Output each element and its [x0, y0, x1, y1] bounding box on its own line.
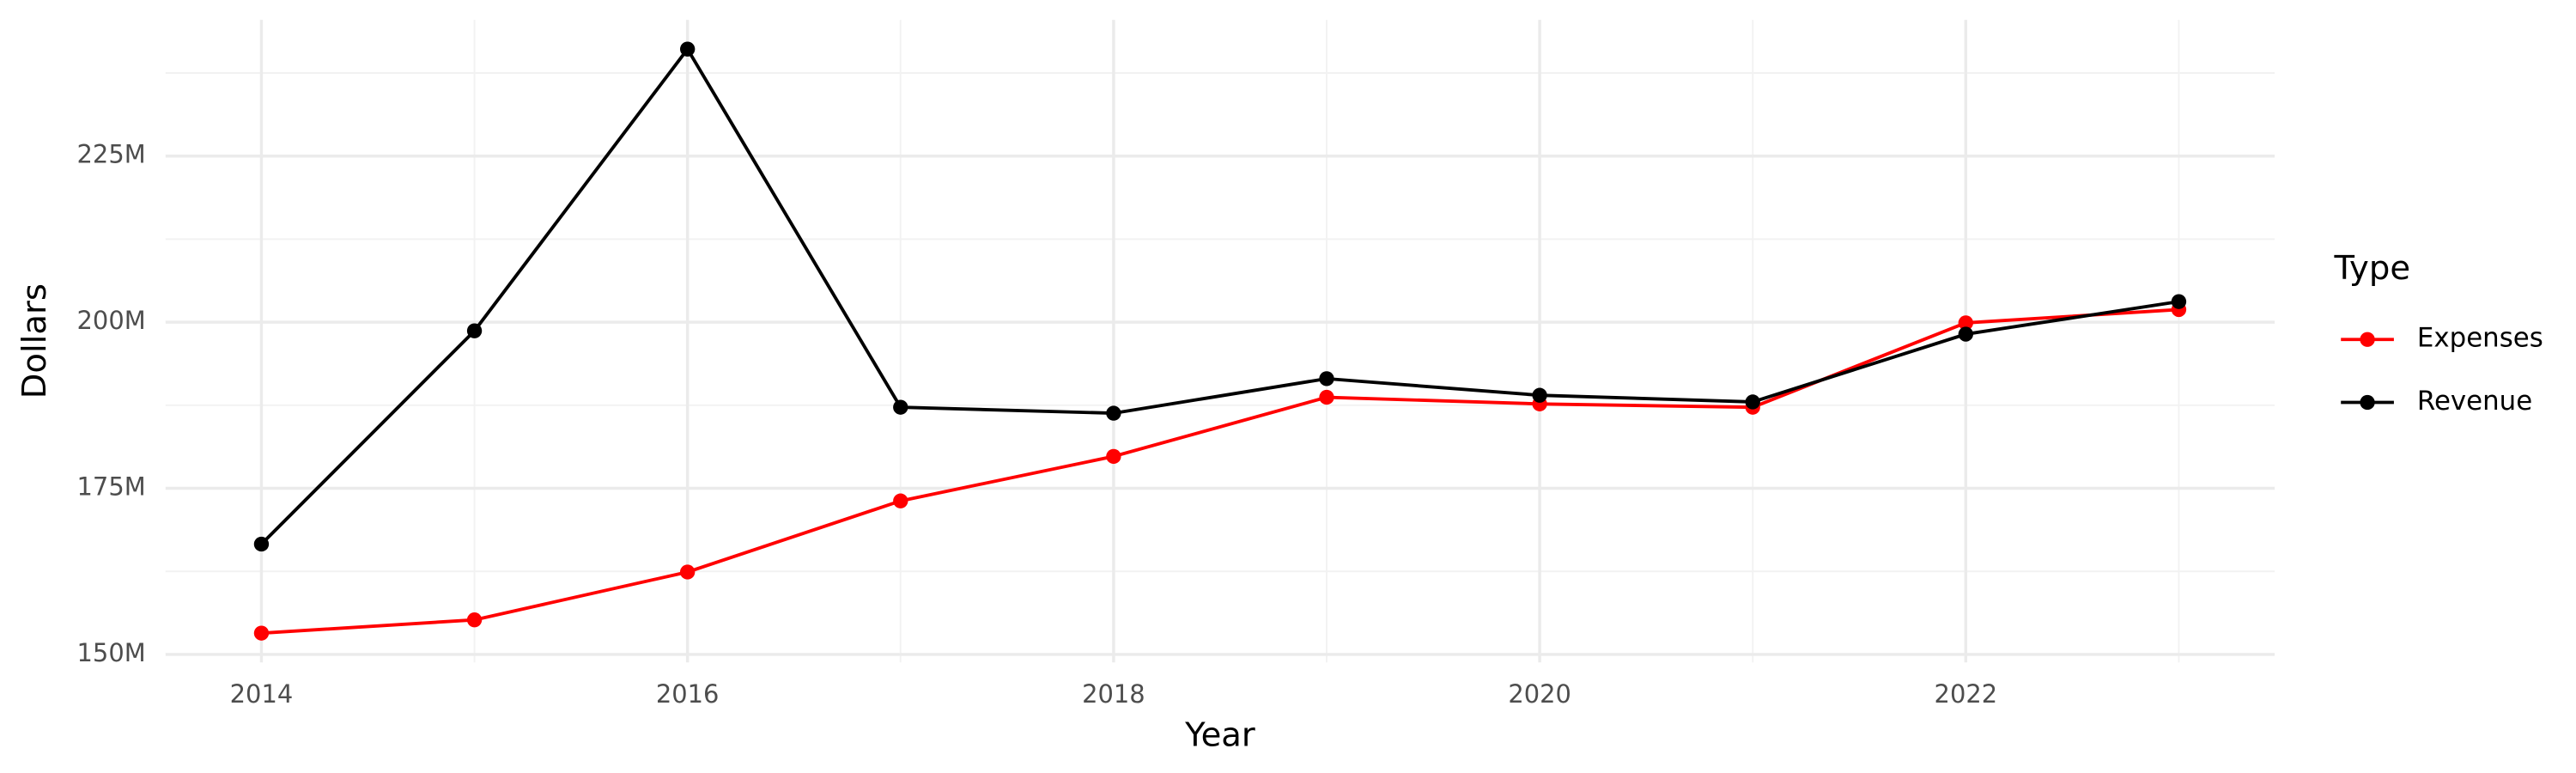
data-point: [1319, 371, 1334, 386]
legend-point: [2360, 394, 2375, 411]
x-tick-label: 2018: [1082, 679, 1145, 709]
data-point: [466, 323, 483, 338]
data-point: [1106, 405, 1121, 421]
data-point: [893, 493, 908, 508]
legend-label: Expenses: [2417, 323, 2543, 354]
plot: [253, 41, 2187, 641]
series-line: [261, 307, 2179, 636]
data-point: [1958, 315, 1974, 331]
data-point: [253, 536, 270, 552]
data-point: [1532, 387, 1547, 403]
legend-point: [2360, 332, 2375, 347]
grid: [165, 20, 2275, 663]
data-point: [679, 41, 696, 57]
y-tick-label: 225M: [77, 140, 146, 169]
data-point: [253, 625, 270, 641]
x-tick-label: 2014: [230, 679, 294, 709]
legend-label: Revenue: [2417, 386, 2532, 417]
y-tick-label: 150M: [77, 638, 146, 667]
data-point: [1958, 326, 1974, 342]
x-axis-title: Year: [1184, 715, 1255, 754]
legend-title: Type: [2334, 249, 2411, 288]
x-tick-label: 2022: [1935, 679, 1998, 709]
y-axis-title: Dollars: [15, 283, 54, 399]
x-tick-label: 2016: [656, 679, 720, 709]
data-point: [679, 564, 696, 580]
series-line: [260, 46, 2179, 545]
data-point: [1106, 448, 1121, 465]
data-point: [2171, 294, 2187, 309]
x-tick-label: 2020: [1508, 679, 1571, 709]
y-tick-label: 175M: [77, 472, 146, 502]
data-point: [1319, 389, 1334, 405]
y-tick-label: 200M: [77, 306, 146, 335]
data-point: [893, 399, 908, 415]
data-point: [466, 612, 483, 628]
data-point: [1745, 394, 1760, 410]
